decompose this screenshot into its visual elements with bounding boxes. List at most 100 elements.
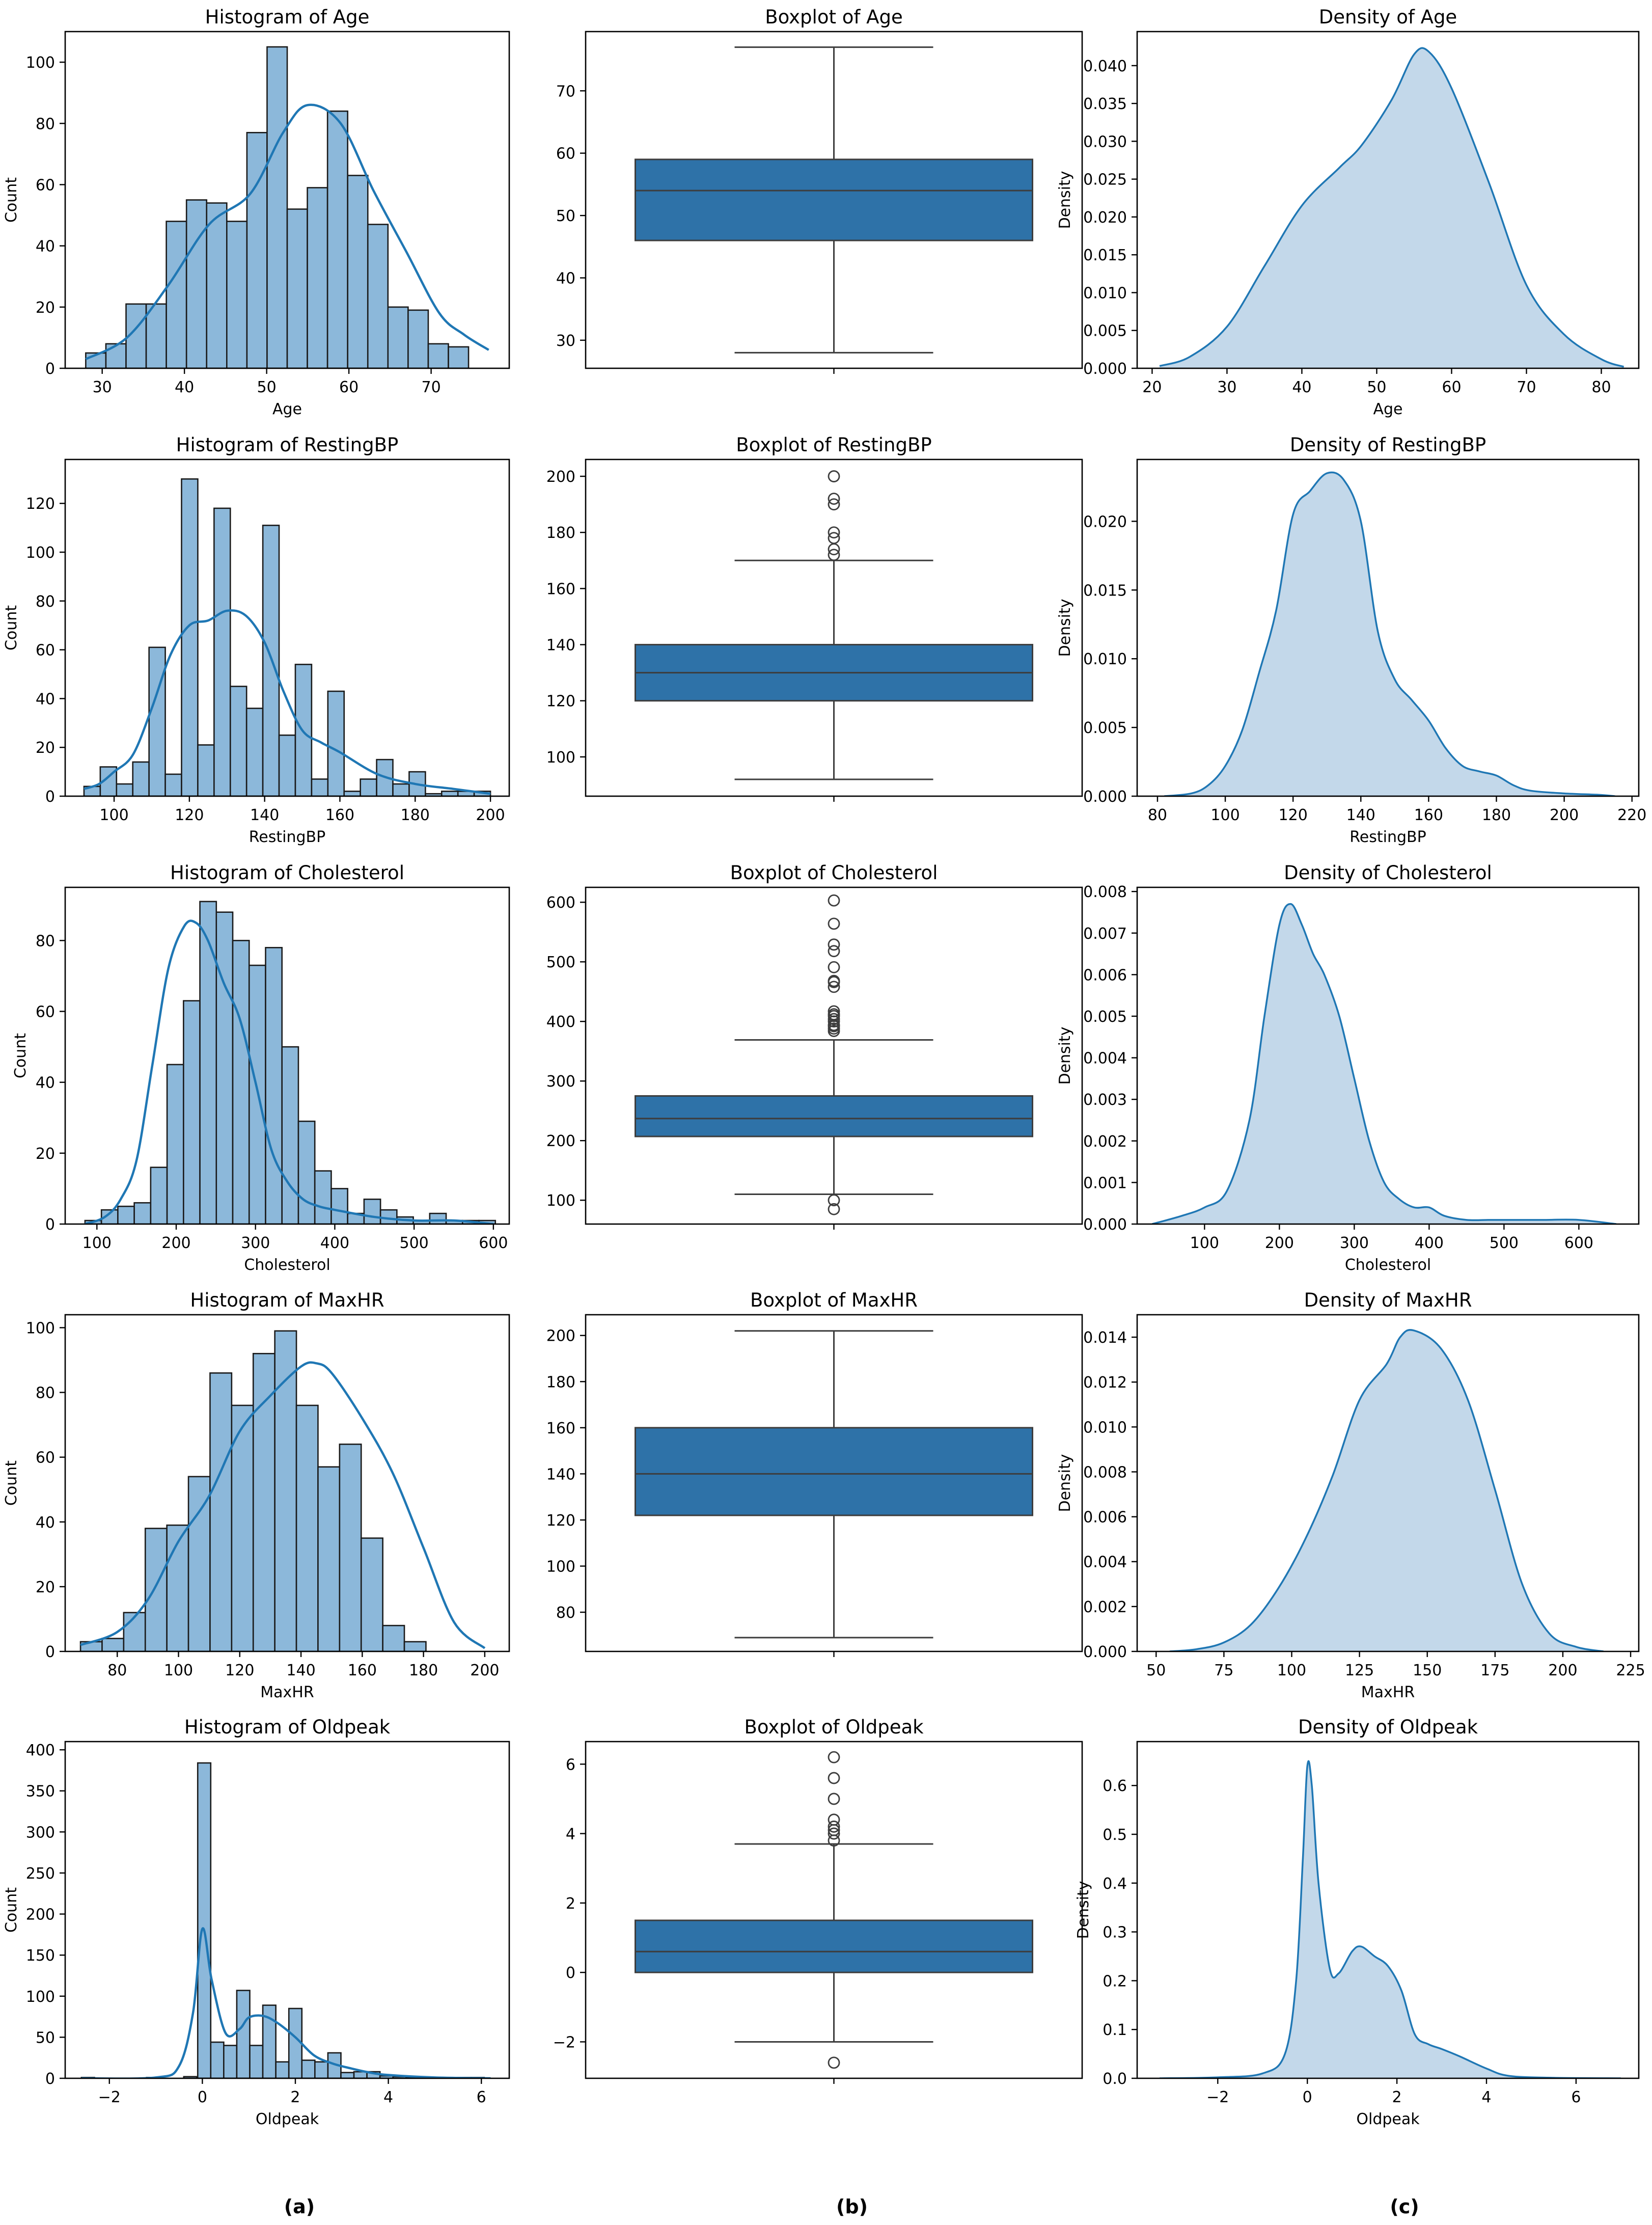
- histogram-bar: [215, 911, 234, 1224]
- x-tick-label: 80: [1148, 806, 1167, 824]
- box-iqr: [635, 1095, 1033, 1137]
- outlier-point: [828, 1813, 840, 1826]
- histogram-bar: [301, 2059, 316, 2078]
- outlier-point: [828, 1008, 840, 1021]
- x-tick-label: 50: [257, 378, 277, 396]
- axes-frame: [1136, 886, 1640, 1225]
- y-tick-label: 0.003: [1083, 1091, 1127, 1109]
- x-tick-label: 0: [1303, 2088, 1312, 2106]
- y-tick-label: 0.010: [1083, 1419, 1127, 1436]
- y-tick-label: 150: [26, 1947, 55, 1965]
- x-tick-label: 30: [1217, 378, 1236, 396]
- histogram-bar: [274, 1330, 297, 1651]
- subplot-title: Boxplot of MaxHR: [750, 1289, 918, 1311]
- histogram-bar: [288, 2007, 303, 2078]
- histogram-bar: [367, 224, 389, 368]
- subplot-bar-4: 0 20 40 60 80 100 120 100 120 140 160 180 200 Histogr…: [3, 434, 510, 846]
- histogram-bar: [387, 306, 409, 368]
- y-tick-label: 0.002: [1083, 1598, 1127, 1616]
- histogram-bar: [150, 1166, 168, 1224]
- y-tick-label: 0.025: [1083, 171, 1127, 189]
- x-axis-label: RestingBP: [249, 828, 325, 846]
- y-tick-label: 0.6: [1103, 1777, 1127, 1795]
- histogram-bar: [331, 1188, 348, 1224]
- axes-frame: [64, 1741, 510, 2079]
- y-tick-label: 180: [546, 1373, 575, 1391]
- subplot-title: Boxplot of Oldpeak: [744, 1716, 924, 1738]
- plot-area: [84, 901, 497, 1224]
- y-axis-label: Density: [1075, 1881, 1092, 1939]
- histogram-bar: [166, 1064, 184, 1224]
- y-tick-label: 40: [36, 1514, 55, 1532]
- y-tick-label: 20: [36, 1579, 55, 1596]
- y-tick-label: 0.000: [1083, 1216, 1127, 1234]
- y-tick-label: 0.004: [1083, 1050, 1127, 1068]
- histogram-bar: [392, 783, 410, 796]
- density-curve: [1169, 1329, 1604, 1651]
- y-tick-label: 0.006: [1083, 966, 1127, 984]
- y-tick-label: 60: [36, 1449, 55, 1467]
- axes-frame: [1136, 458, 1640, 797]
- y-tick-label: 0.001: [1083, 1174, 1127, 1192]
- x-tick-label: 120: [225, 1662, 254, 1679]
- subplot-box-8: 100 200 300 400 500 600 Boxplot of Cholesterol: [546, 862, 1083, 1230]
- histogram-bar: [252, 1352, 276, 1651]
- histogram-bar: [245, 708, 264, 796]
- outlier-point: [828, 1821, 840, 1833]
- histogram-bar: [360, 1537, 383, 1651]
- kde-curve: [81, 1927, 491, 2078]
- y-tick-label: 0: [45, 2070, 55, 2088]
- x-tick-label: 180: [401, 806, 430, 824]
- plot-area: [79, 1330, 486, 1651]
- axes-frame: [1136, 31, 1640, 369]
- x-tick-label: −2: [98, 2088, 121, 2106]
- x-tick-label: 70: [1517, 378, 1536, 396]
- y-tick-label: 0.010: [1083, 650, 1127, 668]
- y-tick-label: 120: [546, 693, 575, 711]
- histogram-bar: [266, 46, 288, 368]
- y-tick-label: 30: [556, 332, 575, 350]
- x-axis-label: MaxHR: [260, 1684, 314, 1701]
- y-tick-label: 0.020: [1083, 513, 1127, 531]
- y-tick-label: 60: [36, 176, 55, 194]
- plot-area: [1151, 903, 1617, 1224]
- x-tick-label: 300: [241, 1234, 270, 1252]
- y-tick-label: 20: [36, 739, 55, 757]
- plot-area: [635, 1751, 1033, 2069]
- x-tick-label: 120: [1279, 806, 1308, 824]
- y-tick-label: 100: [26, 1988, 55, 2006]
- histogram-bar: [117, 1205, 135, 1224]
- histogram-bar: [166, 221, 187, 368]
- y-tick-label: 0.005: [1083, 719, 1127, 737]
- x-tick-label: 140: [286, 1662, 315, 1679]
- subplot-bar-10: 0 20 40 60 80 100 80 100 120 140 160 180 200 Histogra…: [3, 1289, 510, 1701]
- plot-area: [635, 46, 1033, 354]
- x-tick-label: 100: [1190, 1234, 1219, 1252]
- axes-frame: [64, 886, 510, 1225]
- x-tick-label: 140: [250, 806, 279, 824]
- x-tick-label: 6: [477, 2088, 486, 2106]
- y-tick-label: 0.004: [1083, 1554, 1127, 1571]
- histogram-bar: [226, 221, 248, 368]
- x-axis-label: RestingBP: [1350, 828, 1426, 846]
- histogram-bar: [133, 1202, 152, 1224]
- y-tick-label: 100: [26, 544, 55, 562]
- y-axis-label: Count: [3, 177, 20, 223]
- x-tick-label: 60: [1442, 378, 1461, 396]
- y-tick-label: 0.008: [1083, 1463, 1127, 1481]
- panel-label-a: (a): [284, 2195, 315, 2218]
- histogram-bar: [236, 1990, 251, 2078]
- histogram-bar: [360, 778, 377, 796]
- x-tick-label: 500: [400, 1234, 429, 1252]
- x-tick-label: 75: [1214, 1662, 1233, 1679]
- histogram-bar: [145, 303, 167, 368]
- plot-area: [85, 46, 489, 368]
- histogram-bar: [307, 187, 328, 368]
- y-tick-label: 0.010: [1083, 284, 1127, 302]
- x-tick-label: 100: [1277, 1662, 1306, 1679]
- histogram-bar: [403, 1641, 427, 1651]
- histogram-bar: [164, 773, 182, 796]
- histogram-bar: [448, 346, 470, 368]
- x-tick-label: 100: [164, 1662, 193, 1679]
- x-tick-label: 40: [1292, 378, 1311, 396]
